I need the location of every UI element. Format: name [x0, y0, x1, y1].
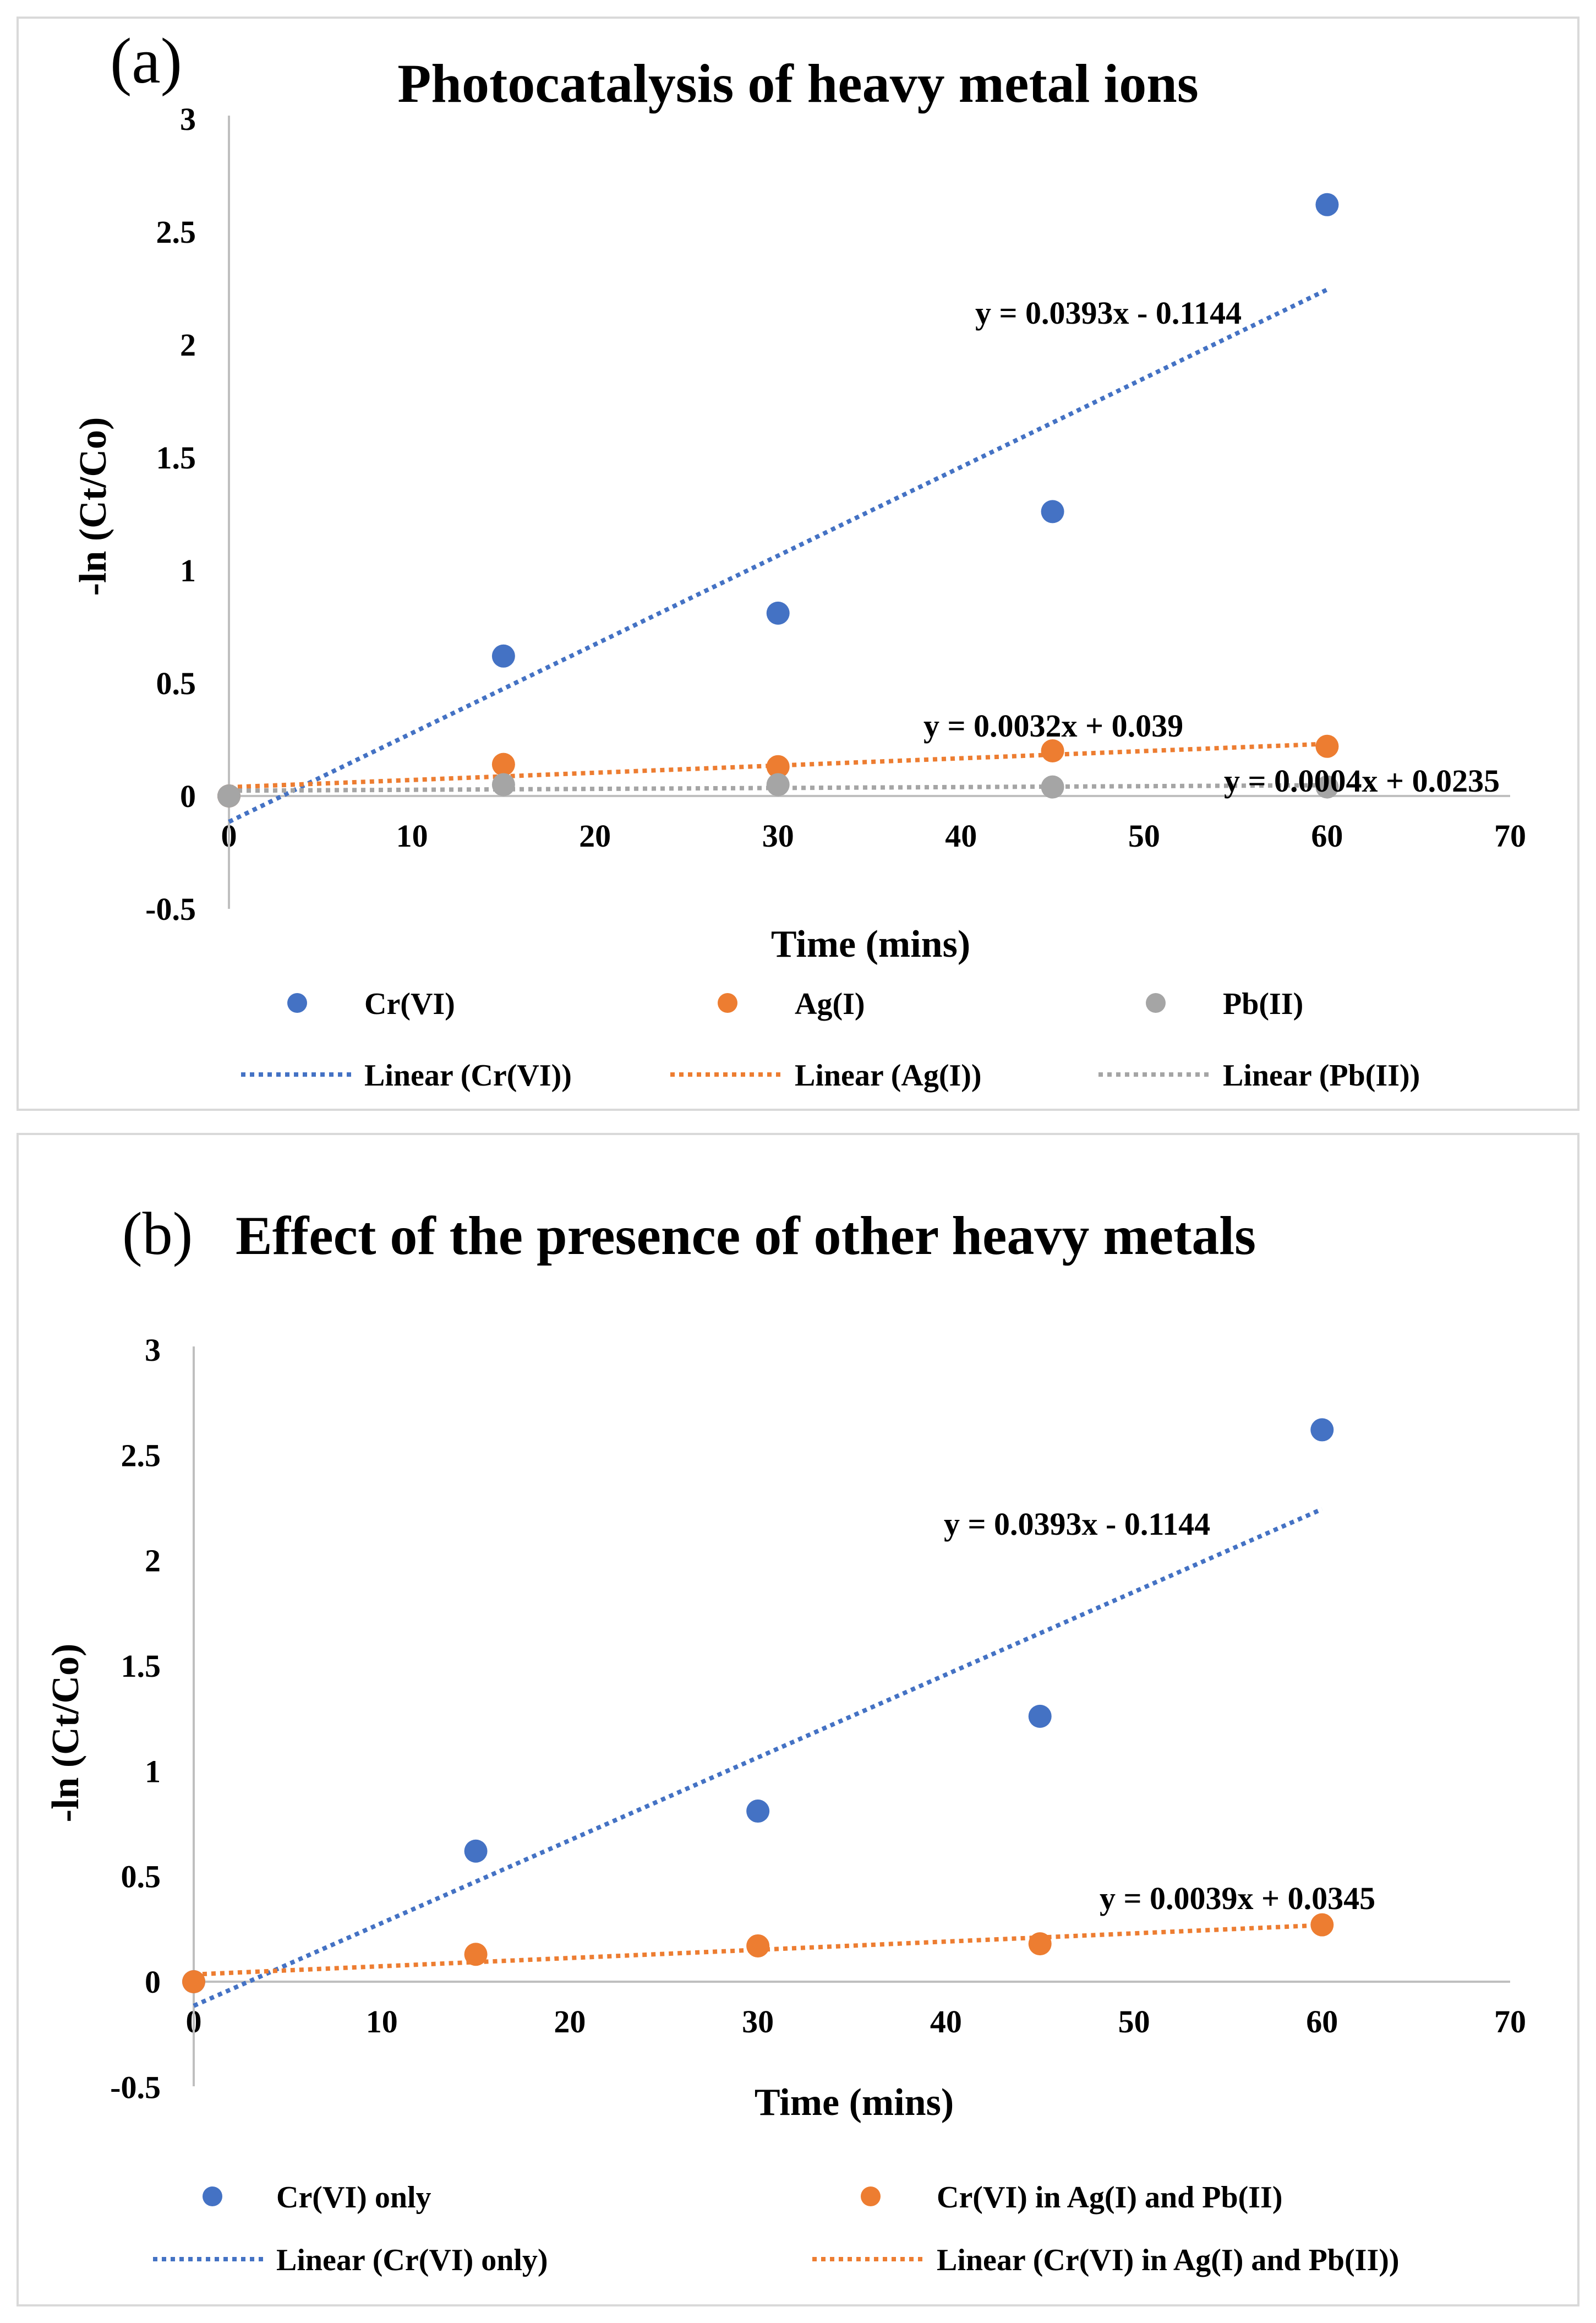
- chart-a-panel-label: (a): [110, 25, 182, 97]
- chart-a-xtick-label: 20: [579, 818, 611, 854]
- legend-marker-cr-mixed: [861, 2186, 881, 2206]
- chart-a-ytick-label: 2: [180, 327, 196, 363]
- chart-a-ytick-label: 0: [180, 778, 196, 814]
- chart-b-point-s1-2: [464, 1839, 488, 1863]
- chart-a-ytick-label: 1: [180, 553, 196, 588]
- chart-b-xtick-label: 30: [742, 2004, 774, 2040]
- chart-b-point-s1-5: [1310, 1418, 1334, 1442]
- chart-a-ytick-label: -0.5: [145, 891, 196, 927]
- chart-b-xtick-label: 10: [366, 2004, 398, 2040]
- legend-label-pb-trend: Linear (Pb(II)): [1223, 1059, 1420, 1093]
- chart-panel-b: (b) Effect of the presence of other heav…: [17, 1133, 1579, 2306]
- chart-b-point-s2-1: [182, 1970, 205, 1993]
- chart-a-trendline-1: [228, 287, 1329, 824]
- chart-b-xtick-label: 50: [1118, 2004, 1150, 2040]
- chart-a-xtick-label: 10: [396, 818, 428, 854]
- chart-a-point-s3-4: [1041, 775, 1064, 799]
- legend-label-cr-mixed-trend: Linear (Cr(VI) in Ag(I) and Pb(II)): [937, 2243, 1400, 2277]
- chart-b-xtick-label: 40: [930, 2004, 962, 2040]
- chart-b-equation-ag: y = 0.0039x + 0.0345: [1100, 1880, 1375, 1916]
- chart-b-ytick-label: 1.5: [121, 1648, 161, 1684]
- chart-a-point-s3-2: [491, 773, 515, 797]
- chart-a-x-axis-label: Time (mins): [771, 923, 970, 966]
- chart-b-ytick-label: -0.5: [110, 2069, 161, 2105]
- chart-a-point-s2-5: [1315, 734, 1339, 758]
- chart-a-xtick-labels: 010203040506070: [221, 818, 1527, 854]
- chart-a-point-s3-5: [1315, 775, 1339, 799]
- chart-b-equations: y = 0.0393x - 0.1144 y = 0.0039x + 0.034…: [944, 1506, 1375, 1916]
- chart-a-points: [217, 193, 1339, 808]
- chart-a-axes: [228, 116, 1510, 909]
- chart-b-point-s2-3: [746, 1934, 770, 1957]
- chart-a-ytick-label: 1.5: [156, 440, 196, 476]
- legend-label-cr-trend: Linear (Cr(VI)): [364, 1059, 572, 1093]
- legend-label-ag-trend: Linear (Ag(I)): [795, 1059, 982, 1093]
- chart-a-point-s2-4: [1041, 739, 1064, 762]
- legend-label-ag: Ag(I): [795, 987, 865, 1021]
- chart-a-xtick-label: 50: [1128, 818, 1160, 854]
- chart-a-point-s1-3: [766, 601, 790, 625]
- chart-a-equation-ag: y = 0.0032x + 0.039: [923, 708, 1183, 744]
- chart-b-axes: [193, 1346, 1510, 2086]
- chart-a-xtick-label: 30: [762, 818, 794, 854]
- chart-b-trendline-1: [193, 1507, 1323, 2008]
- chart-a-xtick-label: 60: [1311, 818, 1343, 854]
- chart-b-xtick-label: 20: [554, 2004, 586, 2040]
- chart-a-point-s1-2: [491, 644, 515, 668]
- chart-b-points: [182, 1418, 1334, 1993]
- chart-a-equation-pb: y = 0.0004x + 0.0235: [1224, 763, 1500, 799]
- chart-b-ytick-label: 3: [145, 1332, 161, 1368]
- legend-marker-pb: [1146, 993, 1166, 1013]
- chart-b-panel-label: (b): [122, 1200, 193, 1267]
- chart-a-ytick-labels: -0.5 0 0.5 1 1.5 2 2.5 3: [145, 101, 196, 927]
- chart-b-ytick-label: 0: [145, 1964, 161, 2000]
- chart-b-point-s2-4: [1028, 1932, 1052, 1956]
- chart-a-point-s2-3: [766, 755, 790, 778]
- chart-a-ytick-label: 3: [180, 101, 196, 137]
- chart-b-xtick-label: 70: [1494, 2004, 1526, 2040]
- chart-a-point-s1-4: [1041, 500, 1064, 524]
- chart-a-point-s2-2: [491, 752, 515, 776]
- chart-a-legend: Cr(VI) Ag(I) Pb(II) Linear (Cr(VI)) Line…: [241, 987, 1420, 1093]
- legend-marker-cr-only: [203, 2186, 222, 2206]
- chart-b-title: Effect of the presence of other heavy me…: [236, 1205, 1256, 1266]
- chart-b-ytick-labels: -0.5 0 0.5 1 1.5 2 2.5 3: [110, 1332, 161, 2105]
- legend-label-pb: Pb(II): [1223, 987, 1303, 1021]
- chart-b-point-s1-4: [1028, 1704, 1052, 1728]
- chart-a-point-s3-1: [217, 784, 241, 808]
- chart-b-ytick-label: 2.5: [121, 1437, 161, 1473]
- chart-a-xtick-label: 40: [945, 818, 977, 854]
- chart-a-point-s3-3: [766, 773, 790, 797]
- chart-b-ytick-label: 0.5: [121, 1859, 161, 1895]
- chart-a-equation-cr: y = 0.0393x - 0.1144: [975, 295, 1242, 331]
- chart-b-legend: Cr(VI) only Cr(VI) in Ag(I) and Pb(II) L…: [153, 2180, 1400, 2277]
- chart-a-point-s1-5: [1315, 193, 1339, 216]
- chart-b-ytick-label: 1: [145, 1753, 161, 1789]
- chart-a-title: Photocatalysis of heavy metal ions: [397, 53, 1198, 114]
- legend-label-cr: Cr(VI): [364, 987, 455, 1021]
- chart-a-ytick-label: 2.5: [156, 214, 196, 250]
- chart-a-xtick-label: 70: [1494, 818, 1526, 854]
- chart-b-ytick-label: 2: [145, 1543, 161, 1579]
- legend-marker-ag: [718, 993, 737, 1013]
- chart-b-border: [17, 1133, 1579, 2306]
- chart-b-equation-cr: y = 0.0393x - 0.1144: [944, 1506, 1210, 1542]
- chart-a-y-axis-label: -ln (Ct/Co): [72, 417, 114, 596]
- legend-label-cr-mixed: Cr(VI) in Ag(I) and Pb(II): [937, 2180, 1283, 2215]
- chart-panel-a: (a) Photocatalysis of heavy metal ions -…: [17, 17, 1579, 1111]
- chart-b-x-axis-label: Time (mins): [755, 2081, 954, 2124]
- chart-b-y-axis-label: -ln (Ct/Co): [45, 1644, 87, 1823]
- chart-b-point-s2-2: [464, 1943, 488, 1966]
- legend-label-cr-only-trend: Linear (Cr(VI) only): [276, 2243, 548, 2277]
- chart-b-point-s2-5: [1310, 1913, 1334, 1937]
- chart-b-point-s1-3: [746, 1799, 770, 1823]
- legend-label-cr-only: Cr(VI) only: [276, 2180, 431, 2215]
- legend-marker-cr: [287, 993, 307, 1013]
- chart-a-ytick-label: 0.5: [156, 666, 196, 701]
- chart-b-xtick-label: 60: [1306, 2004, 1338, 2040]
- chart-a-equations: y = 0.0393x - 0.1144 y = 0.0032x + 0.039…: [923, 295, 1500, 799]
